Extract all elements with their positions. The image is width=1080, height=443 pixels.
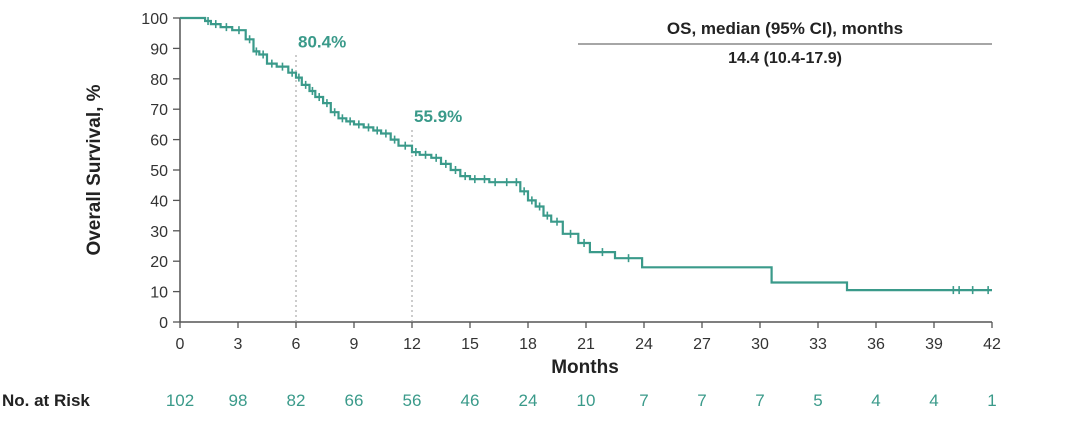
risk-count: 7 [755,391,764,410]
y-axis: 0 10 20 30 40 50 60 70 80 90 100 [141,11,181,332]
y-tick-label: 10 [150,285,168,302]
y-tick-label: 50 [150,163,168,180]
landmark-guides [295,53,413,322]
risk-count: 82 [287,391,306,410]
x-tick-label: 39 [925,336,943,353]
risk-count: 4 [871,391,880,410]
risk-count: 66 [345,391,364,410]
legend-value: 14.4 (10.4-17.9) [728,50,842,67]
y-tick-label: 30 [150,224,168,241]
risk-count: 7 [639,391,648,410]
x-tick-label: 9 [350,336,359,353]
legend-title: OS, median (95% CI), months [667,19,903,38]
risk-table: 102 98 82 66 56 46 24 10 7 7 7 5 4 4 1 [166,391,997,410]
risk-table-label: No. at Risk [2,391,90,410]
y-tick-label: 70 [150,102,168,119]
x-tick-label: 27 [693,336,711,353]
x-tick-label: 18 [519,336,537,353]
risk-count: 7 [697,391,706,410]
y-tick-label: 40 [150,193,168,210]
y-axis-title: Overall Survival, % [84,84,105,255]
x-axis-title: Months [551,357,619,378]
survival-step-line [180,16,992,292]
risk-count: 24 [519,391,538,410]
x-tick-label: 6 [292,336,301,353]
x-tick-label: 42 [983,336,1001,353]
x-tick-label: 3 [234,336,243,353]
landmark-label: 80.4% [298,33,346,52]
y-tick-label: 20 [150,254,168,271]
risk-count: 4 [929,391,938,410]
y-tick-label: 60 [150,133,168,150]
y-tick-label: 0 [159,315,168,332]
x-tick-label: 15 [461,336,479,353]
risk-count: 56 [403,391,422,410]
x-tick-label: 36 [867,336,885,353]
y-tick-label: 90 [150,41,168,58]
x-tick-label: 24 [635,336,653,353]
x-axis: 0 3 6 9 12 15 18 21 24 27 30 33 36 39 42 [176,321,1001,353]
risk-count: 10 [577,391,596,410]
risk-count: 98 [229,391,248,410]
landmark-label: 55.9% [414,107,462,126]
x-tick-label: 33 [809,336,827,353]
risk-count: 102 [166,391,194,410]
landmark-labels: 80.4% 55.9% [298,33,462,126]
risk-count: 46 [461,391,480,410]
y-tick-label: 100 [141,11,168,28]
x-tick-label: 30 [751,336,769,353]
legend: OS, median (95% CI), months 14.4 (10.4-1… [578,19,992,67]
x-tick-label: 21 [577,336,595,353]
x-tick-label: 0 [176,336,185,353]
censor-marks [207,17,989,295]
y-tick-label: 80 [150,72,168,89]
x-tick-label: 12 [403,336,421,353]
risk-count: 1 [987,391,996,410]
survival-curve [180,16,992,292]
risk-count: 5 [813,391,822,410]
